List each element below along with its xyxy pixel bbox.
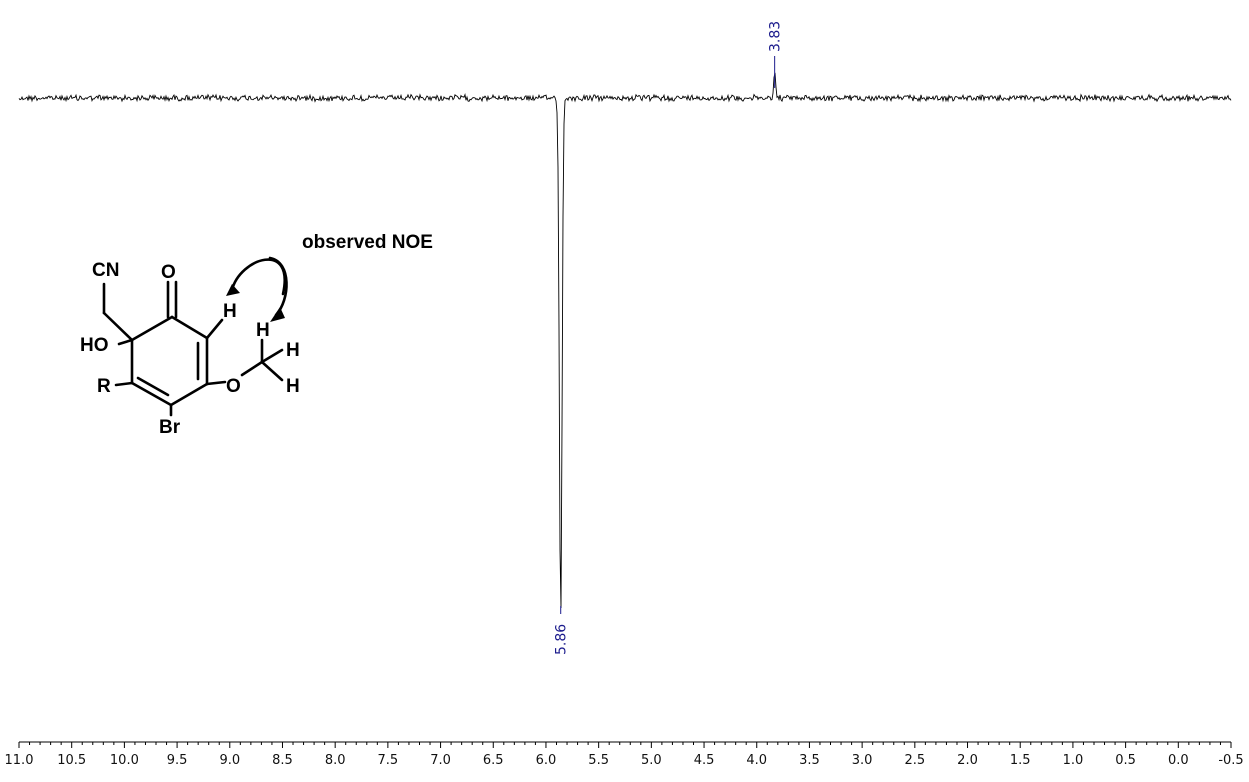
bond [169,382,209,407]
spectrum-trace-layer [18,72,1232,609]
x-tick-label: 9.0 [219,753,240,768]
arrowhead [270,307,285,322]
noe-arrow [230,258,286,296]
peak-label-layer: 3.83 5.86 [554,21,784,655]
bond [260,348,284,364]
x-tick-label: 2.5 [904,753,925,768]
peak-label: 5.86 [554,624,570,655]
bond [130,315,174,342]
chemical-structure: CN O HO R Br O H H H H [80,256,300,438]
x-tick-label: -0.5 [1218,753,1243,768]
x-axis: 11.0 10.5 10.0 9.5 9.0 8.5 8.0 7.5 7.0 6.5 6.0 5.5 5… [5,741,1244,768]
x-tick-label: 1.5 [1010,753,1031,768]
x-tick-label: 10.0 [110,753,139,768]
x-tick-label: 7.5 [378,753,399,768]
x-tick-label: 11.0 [5,753,34,768]
x-tick-label: 8.5 [272,753,293,768]
atom-br: Br [159,417,181,438]
atom-r: R [97,376,111,397]
x-tick-label: 6.0 [536,753,557,768]
bond [114,381,134,387]
x-tick-label: 5.5 [588,753,609,768]
x-tick-label: 3.0 [852,753,873,768]
x-tick-label: 1.0 [1063,753,1084,768]
x-tick-label: 4.0 [746,753,767,768]
atom-methyl-h: H [286,376,300,397]
atom-methyl-h: H [256,320,270,341]
x-tick-label: 0.5 [1115,753,1136,768]
bond [205,380,227,386]
x-tick-label: 4.5 [694,753,715,768]
bond [240,360,264,377]
x-tick-label: 0.0 [1168,753,1189,768]
x-tick-label: 9.5 [167,753,188,768]
x-tick-label: 8.0 [325,753,346,768]
bond [260,360,284,382]
bond [130,381,173,407]
x-tick-label: 2.0 [957,753,978,768]
x-tick-label: 5.0 [641,753,662,768]
x-tick-label: 3.5 [799,753,820,768]
x-tick-label: 7.0 [430,753,451,768]
atom-methyl-h: H [286,340,300,361]
x-tick-label: 10.5 [57,753,86,768]
atom-vinyl-h: H [223,301,237,322]
bond [102,311,134,342]
bond [170,315,209,340]
atom-carbonyl-o: O [161,262,176,283]
arrowhead [226,284,240,296]
noe-annotation: observed NOE [302,232,433,253]
bond [117,338,134,346]
bond [136,376,170,397]
atom-ether-o: O [226,376,241,397]
atom-cn: CN [92,260,119,281]
atom-ho: HO [80,335,109,356]
peak-label: 3.83 [768,21,784,52]
spectrum-trace [18,72,1232,609]
x-tick-label: 6.5 [483,753,504,768]
bond [205,318,224,340]
